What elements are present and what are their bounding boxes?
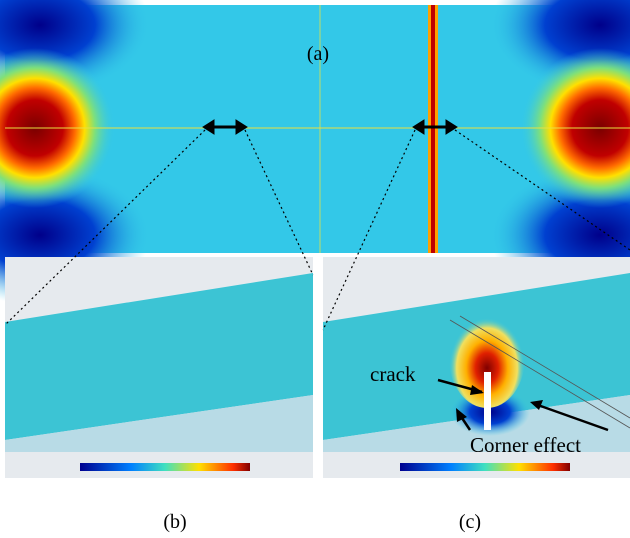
annotation: crack <box>370 362 416 386</box>
figure: (a) crack Corner effect <box>0 0 630 538</box>
panel-label: (a) <box>307 43 329 65</box>
panel-c: crack Corner effect <box>323 257 630 478</box>
panel-label: (c) <box>459 511 481 533</box>
annotation: Corner effect <box>470 433 581 457</box>
panel-b <box>5 257 313 478</box>
panel-label: (b) <box>163 511 186 533</box>
